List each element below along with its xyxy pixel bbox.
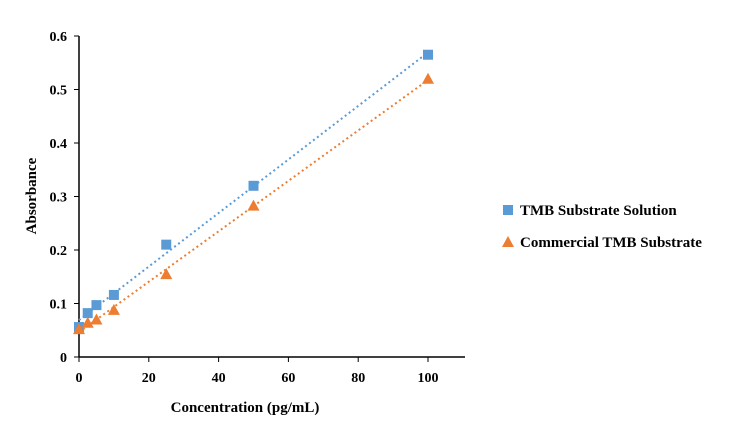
legend-label: Commercial TMB Substrate bbox=[520, 235, 702, 251]
data-point bbox=[73, 323, 85, 335]
x-tick-label: 0 bbox=[76, 371, 83, 386]
x-tick-label: 40 bbox=[212, 371, 226, 386]
y-tick-label: 0.1 bbox=[50, 298, 68, 313]
data-point bbox=[423, 49, 433, 60]
y-tick-label: 0 bbox=[60, 351, 67, 366]
data-point bbox=[107, 303, 120, 315]
y-axis-label: Absorbance bbox=[24, 157, 40, 234]
data-point bbox=[91, 300, 102, 311]
legend-label: TMB Substrate Solution bbox=[520, 203, 677, 219]
x-tick-label: 60 bbox=[281, 371, 295, 386]
data-point bbox=[108, 289, 119, 300]
legend-marker bbox=[502, 236, 514, 247]
x-tick-label: 100 bbox=[418, 371, 439, 386]
y-tick-label: 0.6 bbox=[50, 30, 68, 45]
y-tick-label: 0.5 bbox=[50, 84, 68, 99]
data-point bbox=[247, 199, 260, 211]
y-tick-label: 0.4 bbox=[50, 137, 68, 152]
y-tick-label: 0.2 bbox=[50, 244, 68, 259]
data-point bbox=[82, 308, 93, 319]
data-point bbox=[160, 268, 173, 280]
legend-marker bbox=[503, 205, 513, 215]
y-tick-label: 0.3 bbox=[50, 191, 68, 206]
data-point bbox=[90, 313, 103, 325]
trendline-tmb bbox=[78, 51, 429, 321]
data-point bbox=[422, 72, 434, 84]
data-point bbox=[248, 180, 259, 191]
data-point bbox=[81, 316, 94, 328]
x-tick-label: 20 bbox=[142, 371, 156, 386]
x-tick-label: 80 bbox=[351, 371, 365, 386]
x-axis-label: Concentration (pg/mL) bbox=[171, 400, 320, 416]
data-point bbox=[161, 239, 172, 250]
